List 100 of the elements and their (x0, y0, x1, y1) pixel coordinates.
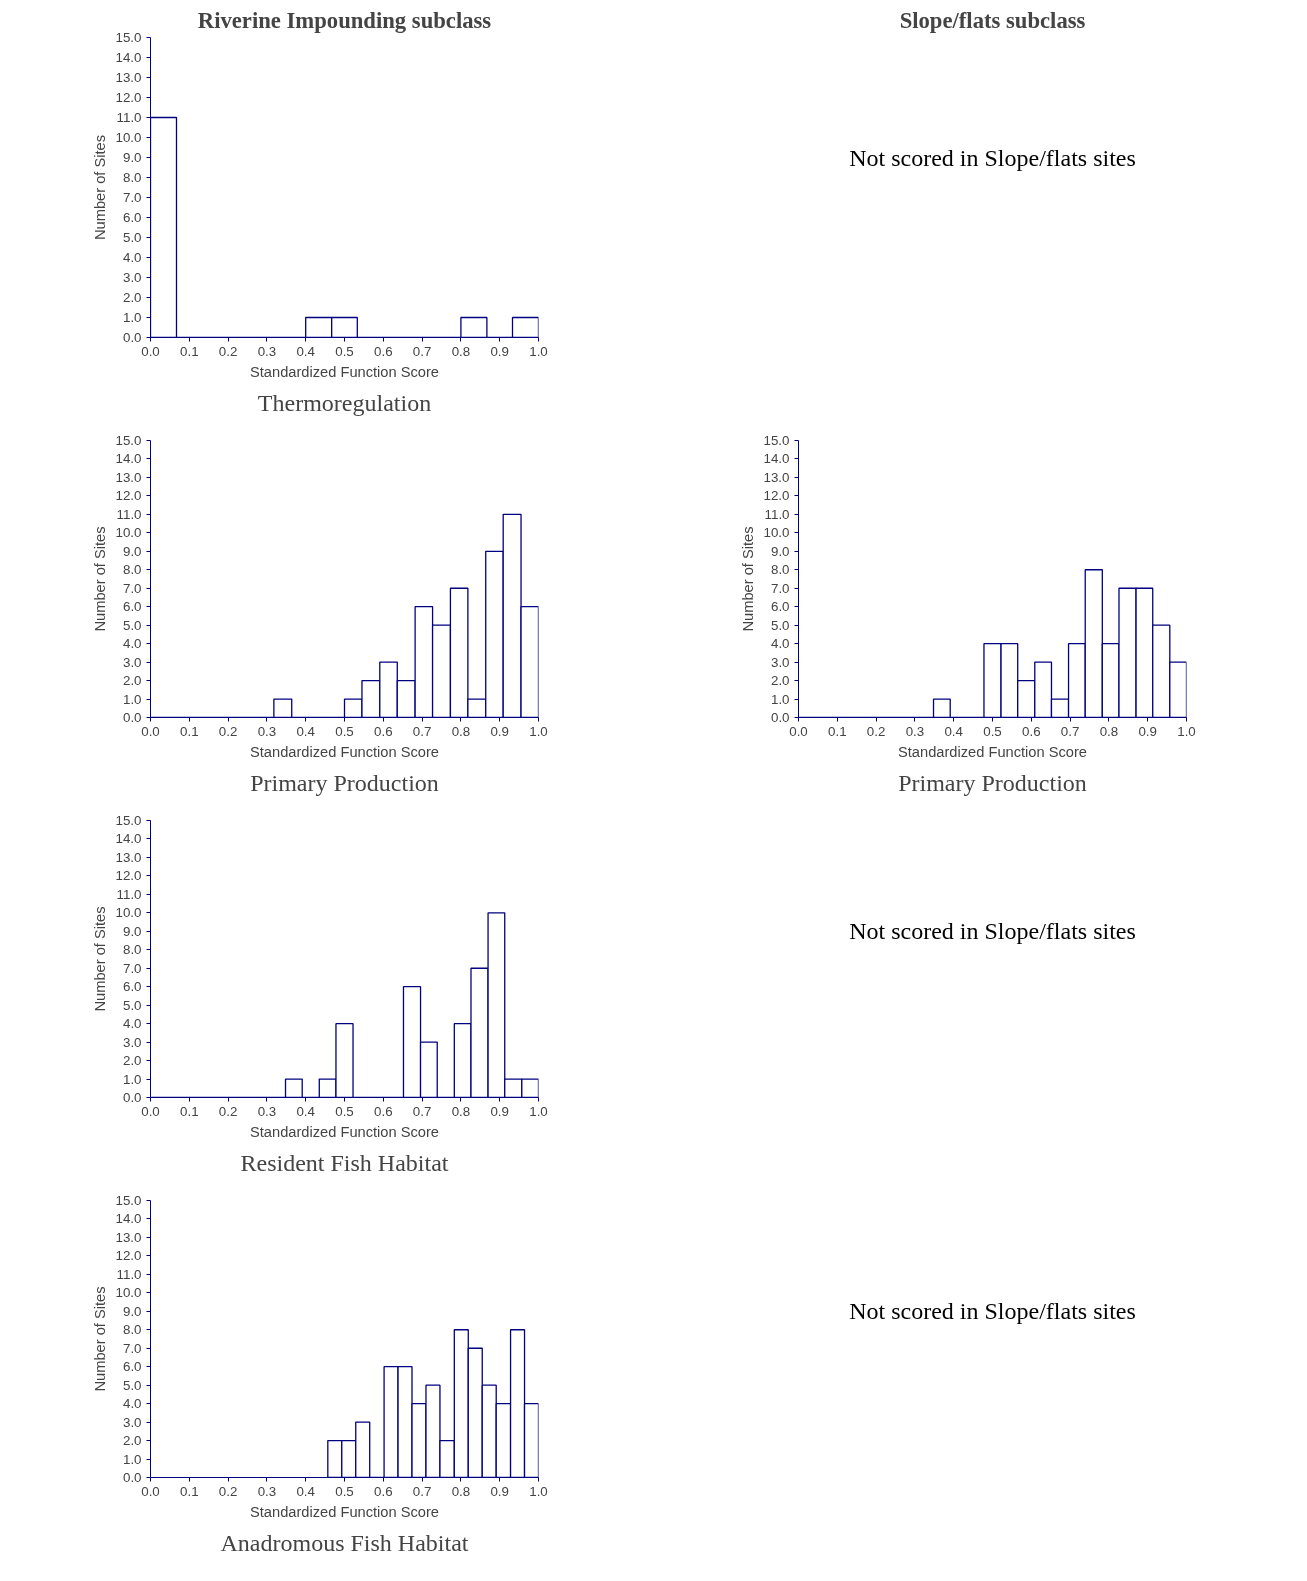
y-axis-title: Number of Sites (91, 1286, 108, 1392)
y-tick-label: 0.0 (122, 1090, 142, 1105)
x-tick-label: 0.9 (490, 1483, 509, 1499)
y-tick-label: 10.0 (115, 130, 142, 145)
text: Primary Production (250, 769, 439, 796)
x-tick-label: 0.2 (218, 343, 238, 359)
y-tick-label: 13.0 (115, 70, 142, 85)
text: Resident Fish Habitat (240, 1149, 449, 1176)
y-tick-label: 10.0 (115, 905, 142, 921)
x-tick-label: 1.0 (529, 1483, 548, 1499)
y-tick-label: 12.0 (115, 90, 142, 105)
y-tick-label: 8.0 (122, 562, 142, 578)
x-tick-label: 0.9 (1138, 723, 1157, 739)
y-tick-label: 5.0 (122, 997, 142, 1013)
y-tick-label: 14.0 (115, 1211, 142, 1227)
y-tick-label: 5.0 (122, 617, 142, 633)
y-tick-label: 12.0 (115, 868, 142, 884)
x-tick-label: 0.8 (1099, 723, 1119, 739)
x-tick-label: 0.2 (866, 723, 886, 739)
y-tick-label: 1.0 (770, 691, 790, 707)
x-tick-label: 0.6 (1022, 723, 1041, 739)
y-tick-label: 14.0 (115, 451, 142, 467)
y-tick-label: 7.0 (122, 1340, 142, 1356)
x-tick-label: 0.0 (141, 723, 160, 739)
x-tick-label: 0.4 (944, 723, 964, 739)
x-tick-label: 0.5 (335, 1483, 354, 1499)
y-tick-label: 7.0 (122, 190, 142, 205)
y-tick-label: 15.0 (115, 433, 142, 448)
y-tick-label: 3.0 (122, 654, 142, 670)
y-tick-label: 8.0 (770, 562, 790, 578)
y-tick-label: 14.0 (763, 451, 790, 467)
x-tick-label: 0.7 (412, 1103, 432, 1119)
y-tick-label: 4.0 (122, 1016, 142, 1032)
x-tick-label: 0.3 (257, 343, 277, 359)
x-tick-label: 0.2 (218, 723, 238, 739)
y-tick-label: 10.0 (115, 525, 142, 541)
y-tick-label: 4.0 (122, 1396, 142, 1412)
x-tick-label: 0.5 (335, 343, 354, 359)
y-tick-label: 7.0 (122, 580, 142, 596)
y-tick-label: 6.0 (770, 599, 790, 615)
text: Thermoregulation (257, 389, 432, 416)
text: Not scored in Slope/flats sites (849, 144, 1136, 171)
y-tick-label: 4.0 (122, 636, 142, 652)
x-tick-label: 1.0 (1177, 723, 1196, 739)
x-tick-label: 0.1 (180, 1103, 199, 1119)
y-tick-label: 9.0 (122, 1303, 142, 1319)
x-tick-label: 0.9 (490, 343, 509, 359)
x-tick-label: 0.5 (983, 723, 1002, 739)
x-tick-label: 0.8 (451, 1483, 471, 1499)
y-tick-label: 3.0 (122, 1034, 142, 1050)
y-tick-label: 8.0 (122, 170, 142, 185)
x-tick-label: 0.1 (180, 1483, 199, 1499)
text: Primary Production (898, 769, 1087, 796)
y-tick-label: 8.0 (122, 1322, 142, 1338)
x-tick-label: 0.0 (141, 343, 160, 359)
x-tick-label: 0.9 (490, 723, 509, 739)
y-tick-label: 7.0 (122, 960, 142, 976)
y-tick-label: 2.0 (122, 673, 142, 689)
y-tick-label: 0.0 (122, 330, 142, 345)
x-tick-label: 0.6 (374, 723, 393, 739)
y-tick-label: 9.0 (122, 543, 142, 559)
x-axis-title: Standardized Function Score (897, 743, 1088, 760)
y-tick-label: 15.0 (115, 30, 142, 45)
y-tick-label: 2.0 (122, 1053, 142, 1069)
x-tick-label: 0.0 (141, 1103, 160, 1119)
x-tick-label: 0.7 (412, 1483, 432, 1499)
y-tick-label: 0.0 (122, 1470, 142, 1485)
y-tick-label: 12.0 (763, 488, 790, 504)
y-tick-label: 1.0 (122, 310, 142, 325)
x-tick-label: 0.4 (296, 1103, 316, 1119)
y-tick-label: 14.0 (115, 831, 142, 847)
x-tick-label: 0.7 (1060, 723, 1080, 739)
x-tick-label: 0.1 (828, 723, 847, 739)
y-tick-label: 0.0 (122, 710, 142, 725)
y-tick-label: 12.0 (115, 488, 142, 504)
x-tick-label: 0.3 (257, 1483, 277, 1499)
x-tick-label: 0.6 (374, 1483, 393, 1499)
x-tick-label: 0.3 (257, 1103, 277, 1119)
y-tick-label: 12.0 (115, 1248, 142, 1264)
y-tick-label: 13.0 (115, 1229, 142, 1245)
x-axis-title: Standardized Function Score (249, 1123, 440, 1140)
y-tick-label: 7.0 (770, 580, 790, 596)
x-tick-label: 0.3 (257, 723, 277, 739)
y-tick-label: 13.0 (115, 469, 142, 485)
y-tick-label: 2.0 (122, 290, 142, 305)
x-tick-label: 0.6 (374, 343, 393, 359)
y-tick-label: 11.0 (116, 506, 142, 522)
x-tick-label: 0.5 (335, 1103, 354, 1119)
y-tick-label: 15.0 (763, 433, 790, 448)
y-tick-label: 0.0 (770, 710, 790, 725)
x-tick-label: 0.1 (180, 723, 199, 739)
y-tick-label: 14.0 (115, 50, 142, 65)
y-tick-label: 4.0 (770, 636, 790, 652)
y-tick-label: 2.0 (770, 673, 790, 689)
y-tick-label: 3.0 (122, 270, 142, 285)
y-tick-label: 9.0 (122, 150, 142, 165)
y-tick-label: 11.0 (764, 506, 790, 522)
y-tick-label: 4.0 (122, 250, 142, 265)
y-tick-label: 13.0 (115, 849, 142, 865)
x-tick-label: 0.2 (218, 1483, 238, 1499)
